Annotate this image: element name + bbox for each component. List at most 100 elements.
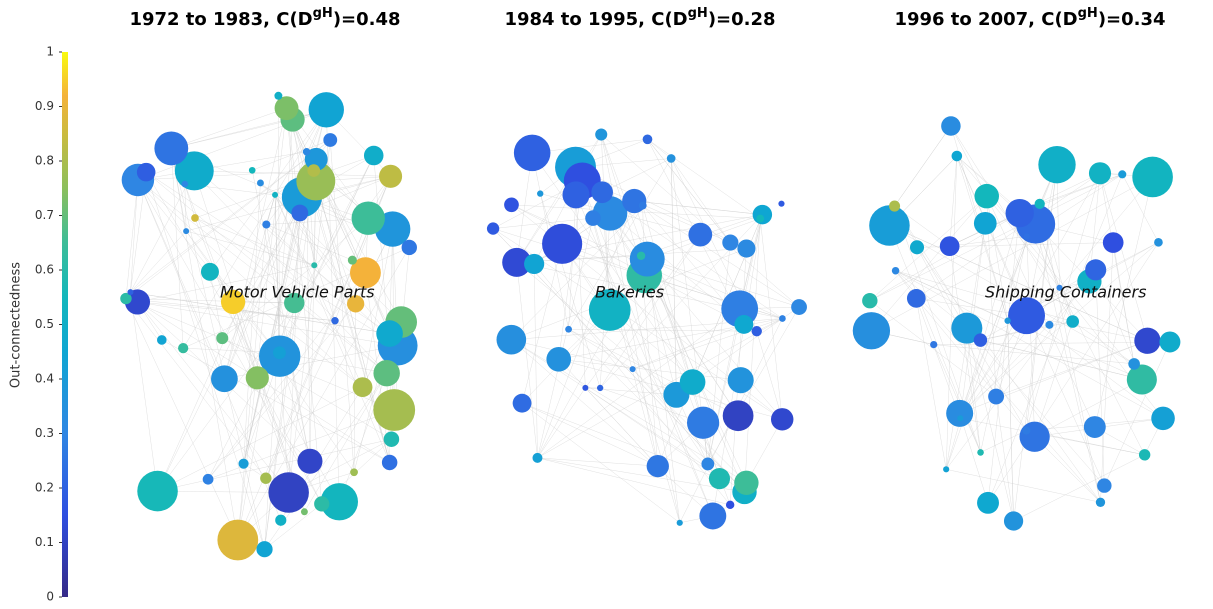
node	[737, 239, 755, 257]
title-part: 1972 to 1983, C(D	[129, 9, 312, 30]
node	[546, 347, 571, 372]
node	[353, 377, 373, 397]
edge	[934, 345, 981, 453]
node	[178, 343, 188, 353]
node	[1139, 449, 1150, 460]
node	[274, 92, 282, 100]
node	[988, 389, 1004, 405]
node	[562, 181, 589, 208]
edge	[158, 387, 363, 491]
node	[699, 503, 726, 530]
title-part: gH	[313, 6, 333, 21]
node	[203, 474, 214, 485]
node	[127, 289, 133, 295]
node	[373, 360, 399, 386]
node	[869, 205, 910, 246]
node	[597, 385, 603, 391]
colorbar-tick-label: 0.3	[35, 426, 54, 440]
node	[303, 148, 310, 155]
node	[537, 190, 543, 196]
edge	[647, 139, 730, 242]
node	[402, 240, 417, 255]
edge	[537, 458, 730, 505]
node	[314, 496, 329, 511]
node	[667, 154, 676, 163]
node	[275, 515, 286, 526]
node	[268, 472, 308, 512]
node	[1103, 232, 1124, 253]
title-part: gH	[1078, 6, 1098, 21]
panel-title: 1996 to 2007, C(DgH)=0.34	[894, 6, 1165, 31]
edge	[1027, 236, 1035, 436]
edge	[511, 340, 713, 516]
node	[1035, 199, 1045, 209]
node	[977, 492, 999, 514]
node	[217, 520, 258, 561]
node	[779, 315, 786, 322]
node	[262, 220, 270, 228]
edge	[996, 341, 1147, 397]
node	[513, 394, 532, 413]
node	[1084, 416, 1106, 438]
node-annotation: Bakeries	[595, 283, 664, 302]
node	[946, 400, 973, 427]
node	[137, 471, 178, 512]
edge	[633, 319, 783, 370]
node	[1006, 199, 1034, 227]
node	[630, 242, 665, 277]
node	[1066, 315, 1079, 328]
node	[311, 262, 317, 268]
node	[974, 212, 997, 235]
node	[622, 189, 646, 213]
node	[977, 449, 984, 456]
edge	[1040, 204, 1101, 502]
node	[1004, 511, 1023, 530]
colorbar-tick-label: 0.4	[35, 372, 54, 386]
node	[379, 165, 402, 188]
node	[1045, 321, 1053, 329]
title-part: 1984 to 1995, C(D	[504, 9, 687, 30]
node	[275, 96, 299, 120]
node	[291, 205, 308, 222]
edge	[569, 329, 757, 331]
edge	[1008, 321, 1014, 521]
node	[260, 473, 271, 484]
node	[1022, 426, 1030, 434]
colorbar-label: Out-connectedness	[9, 262, 24, 388]
node	[892, 267, 900, 275]
node	[791, 299, 807, 315]
node	[154, 131, 188, 165]
node	[137, 163, 156, 182]
node	[726, 501, 734, 509]
edge	[647, 139, 760, 218]
node	[1089, 162, 1111, 184]
node	[1127, 364, 1157, 394]
node	[182, 181, 189, 188]
node	[524, 254, 544, 274]
panel-title: 1972 to 1983, C(DgH)=0.48	[129, 6, 400, 31]
node	[756, 215, 764, 223]
node	[680, 369, 706, 395]
node	[582, 385, 588, 391]
node	[1004, 318, 1010, 324]
node	[701, 458, 714, 471]
edge	[126, 299, 266, 479]
node	[940, 236, 960, 256]
node	[907, 289, 926, 308]
node	[1128, 358, 1140, 370]
node	[323, 133, 337, 147]
node-annotation: Shipping Containers	[985, 283, 1146, 302]
node	[941, 116, 960, 135]
edge	[1096, 270, 1105, 486]
node	[238, 459, 248, 469]
colorbar-tick-label: 0.6	[35, 263, 54, 277]
node	[301, 508, 308, 515]
node	[191, 214, 199, 222]
node	[257, 180, 264, 187]
edge	[585, 388, 657, 466]
node	[778, 201, 784, 207]
node	[297, 449, 322, 474]
colorbar-tick-label: 1	[46, 45, 54, 59]
node	[595, 129, 607, 141]
edge	[537, 458, 657, 466]
